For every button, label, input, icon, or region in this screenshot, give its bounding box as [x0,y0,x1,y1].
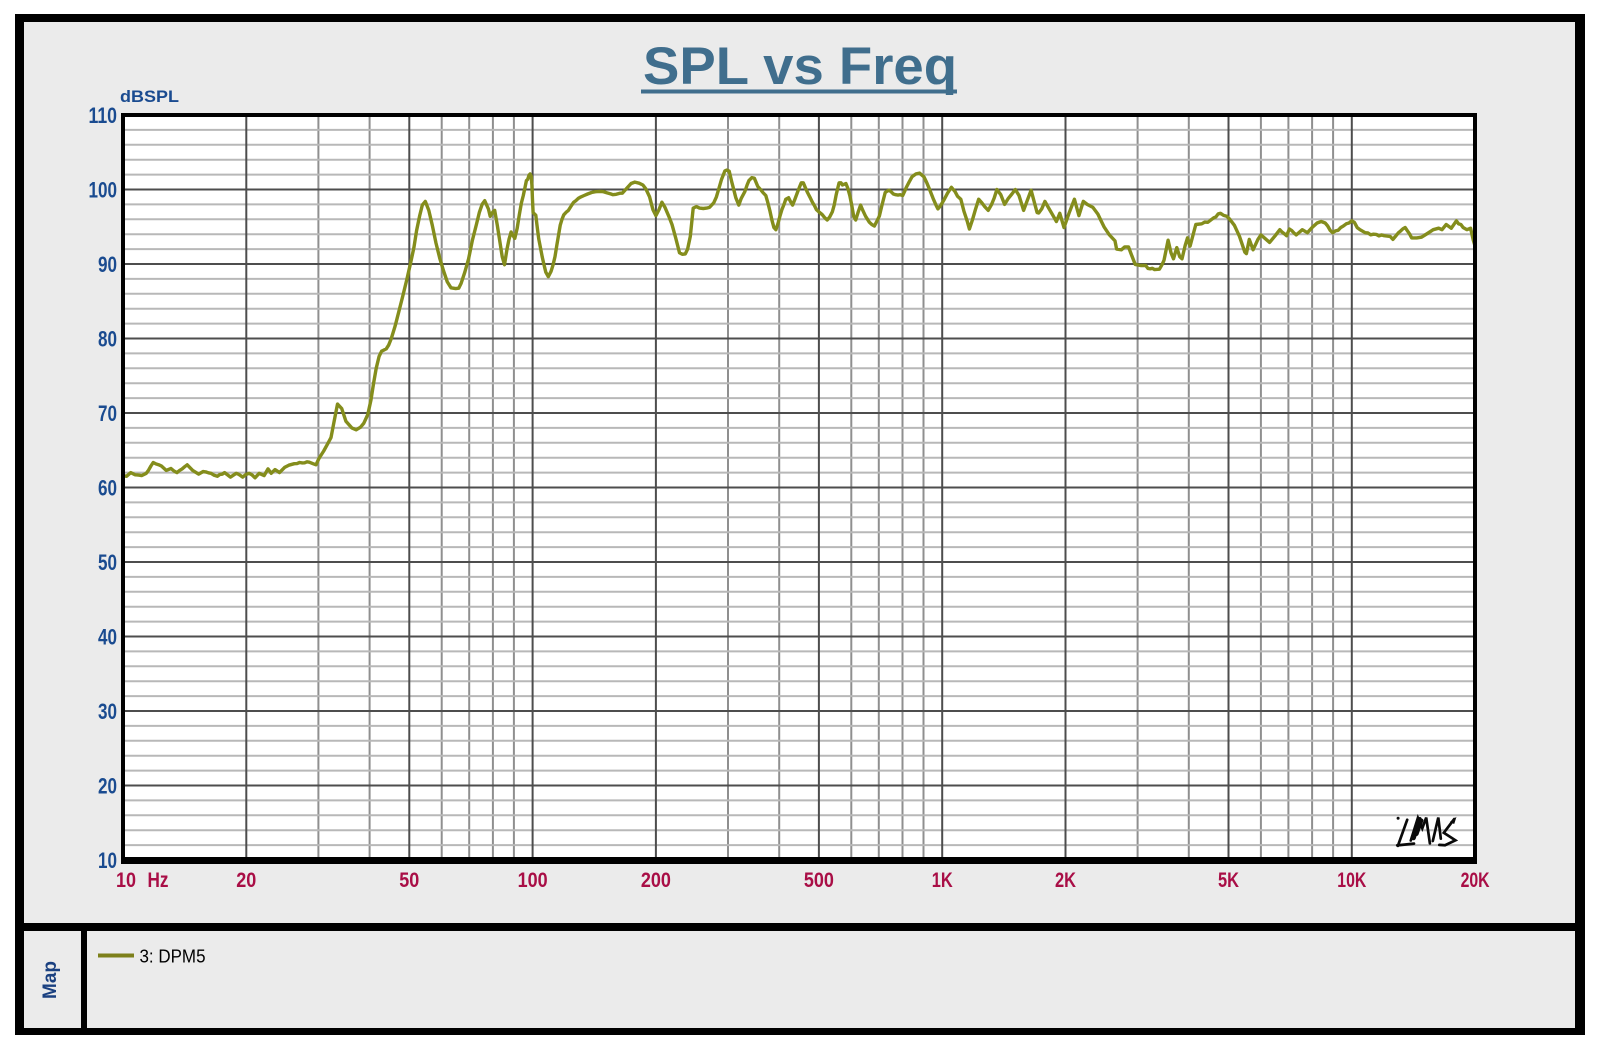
svg-text:60: 60 [98,476,117,501]
svg-text:20: 20 [236,869,256,892]
svg-text:110: 110 [89,103,118,128]
svg-text:Map: Map [40,961,61,999]
svg-text:20: 20 [98,774,117,799]
svg-text:5K: 5K [1218,869,1239,892]
svg-text:dBSPL: dBSPL [120,87,179,106]
svg-text:SPL vs Freq: SPL vs Freq [643,37,957,96]
svg-text:1K: 1K [932,869,953,892]
svg-text:20K: 20K [1461,869,1490,892]
svg-text:80: 80 [98,327,117,352]
svg-text:3: DPM5: 3: DPM5 [140,946,206,967]
svg-text:100: 100 [518,869,548,892]
svg-text:10: 10 [116,869,136,892]
svg-text:50: 50 [399,869,419,892]
svg-text:70: 70 [98,401,117,426]
svg-text:200: 200 [641,869,671,892]
svg-text:40: 40 [98,625,117,650]
svg-text:90: 90 [98,252,117,277]
svg-text:10K: 10K [1337,869,1366,892]
svg-text:30: 30 [98,699,117,724]
svg-text:50: 50 [98,550,117,575]
svg-text:Hz: Hz [148,869,169,892]
svg-text:10: 10 [98,848,117,873]
svg-text:500: 500 [804,869,834,892]
svg-text:2K: 2K [1055,869,1076,892]
svg-text:100: 100 [89,178,118,203]
